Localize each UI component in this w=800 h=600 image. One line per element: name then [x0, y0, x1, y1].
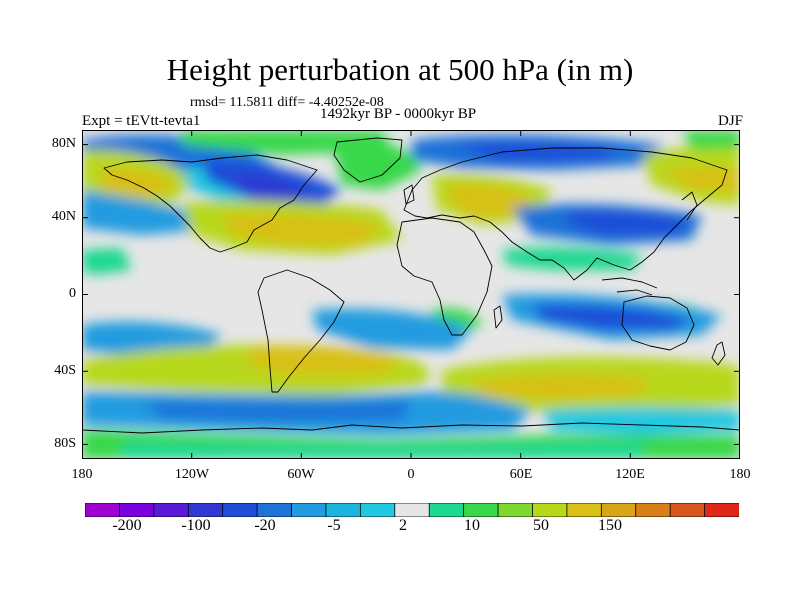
colorbar-swatch: [669, 503, 706, 517]
colorbar-swatch: [532, 503, 568, 517]
coastline-australia: [621, 295, 695, 351]
colorbar-swatch: [704, 503, 739, 517]
coastline-japan: [681, 191, 698, 221]
colorbar-swatch: [256, 503, 293, 517]
colorbar-label: -5: [327, 517, 341, 534]
lon-label-120w: 120W: [174, 467, 210, 482]
anomaly-blob: [682, 130, 740, 150]
coastline-africa: [396, 217, 493, 336]
coastline-greenland: [333, 137, 403, 183]
anomaly-blob: [447, 184, 532, 218]
colorbar-swatch: [394, 503, 430, 517]
lat-label-40n: 40N: [51, 209, 76, 224]
coastline-antarctica: [82, 422, 740, 434]
lon-label-180w: 180: [71, 467, 93, 482]
coastline-madagascar: [493, 305, 503, 329]
colorbar-label: -20: [254, 517, 276, 534]
anomaly-blob: [312, 308, 472, 350]
plot-title: Height perturbation at 500 hPa (in m): [166, 52, 634, 87]
colorbar-label: 10: [464, 517, 480, 534]
colorbar-swatch: [222, 503, 258, 517]
colorbar: [85, 503, 739, 517]
lat-label-80s: 80S: [54, 436, 76, 451]
colorbar-label: 2: [399, 517, 407, 534]
colorbar-label: 150: [598, 517, 622, 534]
anomaly-blob: [182, 130, 392, 155]
colorbar-swatch: [600, 503, 637, 517]
experiment-label: Expt = tEVtt-tevta1: [82, 113, 201, 129]
colorbar-swatch: [291, 503, 327, 517]
anomaly-blob: [82, 248, 132, 275]
colorbar-swatch: [635, 503, 671, 517]
anomaly-blob: [82, 190, 202, 235]
anomaly-blob: [82, 321, 222, 355]
coastline-south-america: [257, 269, 345, 393]
colorbar-swatch: [497, 503, 534, 517]
anomaly-blob: [472, 374, 652, 400]
colorbar-swatch: [566, 503, 603, 517]
lon-label-60w: 60W: [287, 467, 315, 482]
lon-label-60e: 60E: [509, 467, 533, 482]
season-label: DJF: [717, 113, 743, 129]
colorbar-swatch: [325, 503, 362, 517]
anomaly-blob: [502, 247, 642, 270]
height-anomaly-field: [82, 130, 740, 459]
lat-label-80n: 80N: [51, 136, 76, 151]
rmsd-stats: rmsd= 11.5811 diff= -4.40252e-08: [190, 95, 384, 110]
period-label: 1492kyr BP - 0000kyr BP: [320, 106, 477, 122]
coastline-indonesia: [601, 277, 658, 296]
coastline-uk: [403, 184, 415, 205]
anomaly-blob: [542, 407, 740, 435]
coastline-north-america: [103, 154, 318, 253]
lon-label-0: 0: [407, 467, 415, 482]
map-panel: [82, 130, 740, 459]
colorbar-swatch: [428, 503, 465, 517]
anomaly-blob: [142, 400, 412, 422]
colorbar-swatch: [119, 503, 155, 517]
coastlines: [82, 137, 740, 434]
anomaly-blob: [247, 345, 402, 375]
anomaly-blob: [102, 167, 177, 198]
coastline-eurasia: [403, 147, 728, 281]
colorbar-swatch: [187, 503, 224, 517]
lat-label-0: 0: [69, 286, 76, 301]
coastline-new-zealand: [711, 341, 726, 366]
colorbar-swatch: [359, 503, 396, 517]
lon-label-180e: 180: [729, 467, 751, 482]
anomaly-blob: [532, 304, 692, 330]
anomaly-blob: [562, 210, 692, 235]
axis-ticks: [82, 130, 740, 459]
lat-label-40s: 40S: [54, 363, 76, 378]
colorbar-label: -200: [112, 517, 142, 534]
colorbar-label: -100: [181, 517, 211, 534]
colorbar-label: 50: [533, 517, 549, 534]
anomaly-blob: [452, 142, 622, 162]
colorbar-swatch: [153, 503, 189, 517]
anomaly-blob: [222, 214, 382, 245]
anomaly-blob: [122, 442, 642, 459]
colorbar-swatch: [463, 503, 499, 517]
lon-label-120e: 120E: [615, 467, 645, 482]
anomaly-blob: [232, 175, 307, 202]
colorbar-swatch: [85, 503, 121, 517]
